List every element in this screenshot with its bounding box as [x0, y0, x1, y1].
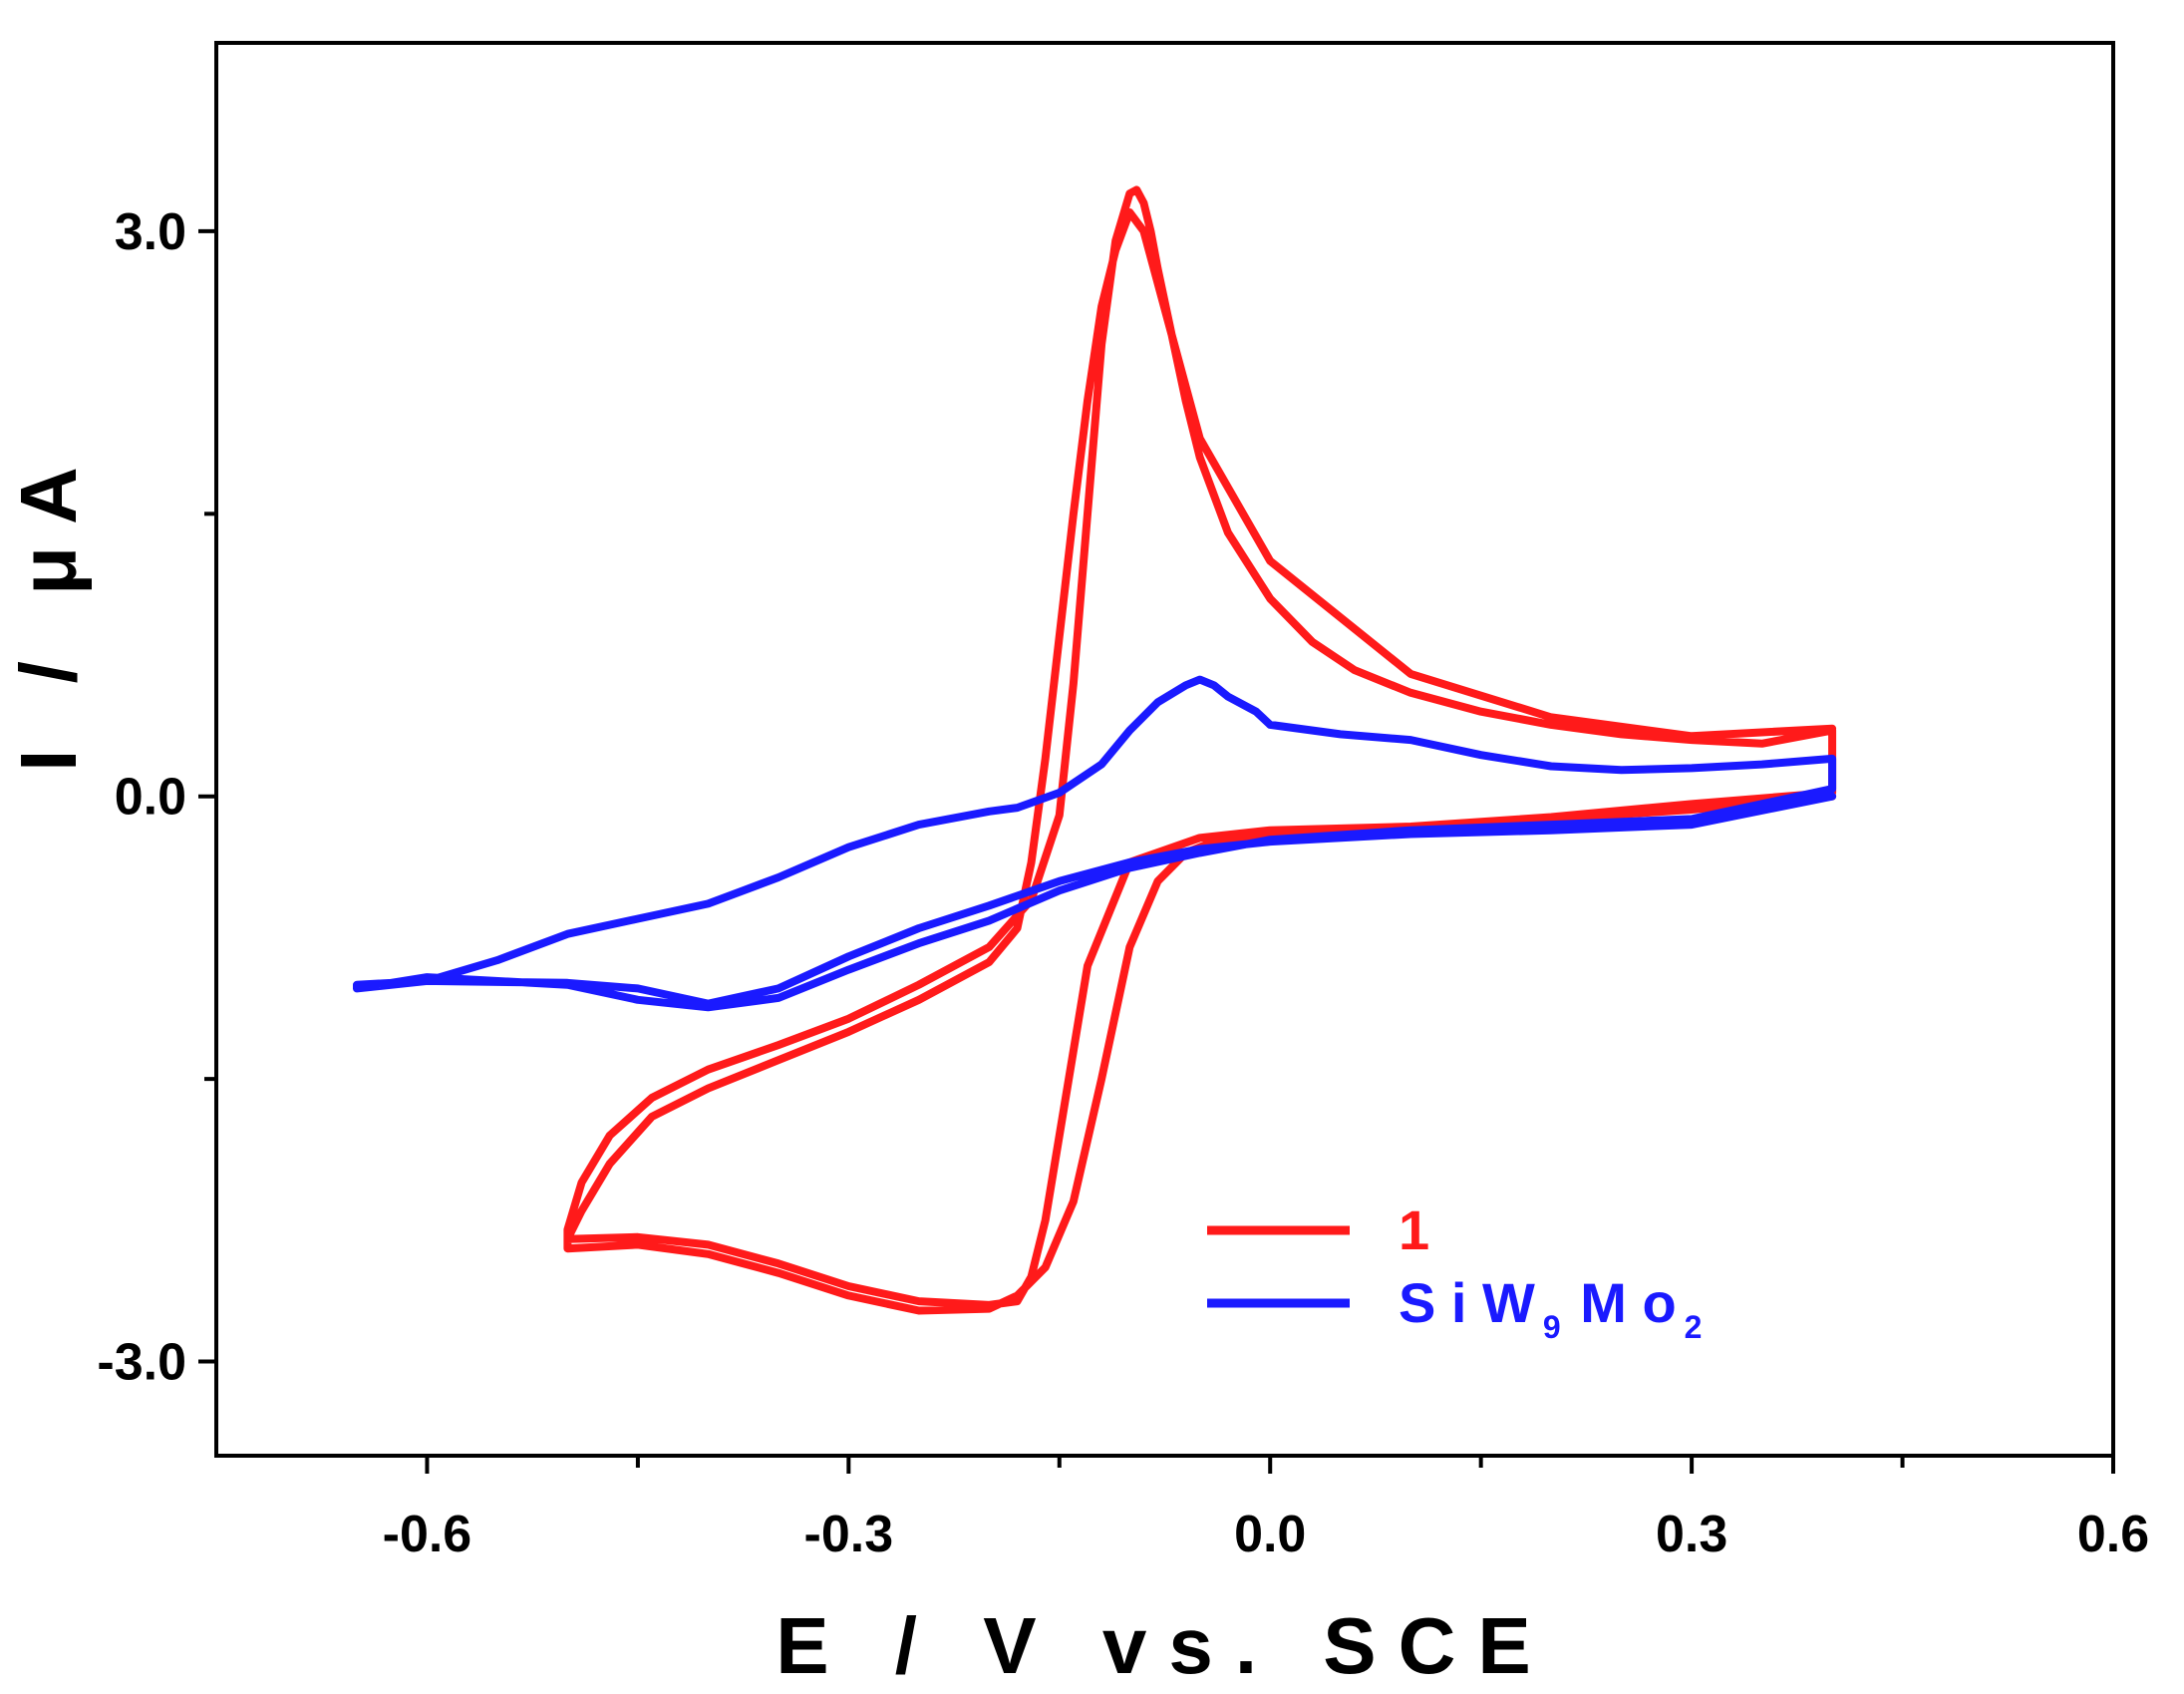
y-tick-label: -3.0 — [97, 1334, 186, 1392]
legend-label-part: S i W — [1399, 1271, 1535, 1334]
x-tick-label: 0.6 — [2077, 1506, 2149, 1563]
tick-layer — [198, 228, 2115, 1474]
legend-label-subscript: 9 — [1543, 1309, 1561, 1345]
series-line-1 — [563, 185, 1837, 1315]
series-line-siw9mo2 — [353, 675, 1837, 1012]
x-tick-label: -0.6 — [383, 1506, 472, 1563]
x-tick-label: 0.3 — [1656, 1506, 1727, 1563]
tick-label-layer: -0.6 -0.3 0.0 0.3 0.6 -3.0 0.0 3.0 — [97, 203, 2149, 1563]
y-tick-label: 0.0 — [115, 769, 186, 827]
legend-label-subscript: 2 — [1685, 1309, 1703, 1345]
x-tick-label: 0.0 — [1234, 1506, 1306, 1563]
plot-frame — [214, 41, 2115, 1458]
y-axis-title: I / μA — [4, 445, 93, 772]
y-tick-label: 3.0 — [115, 203, 186, 261]
legend-label-part: M o — [1565, 1271, 1677, 1334]
x-axis-title: E / V vs. SCE — [776, 1601, 1553, 1690]
series-layer — [353, 185, 1837, 1315]
x-tick-label: -0.3 — [804, 1506, 894, 1563]
legend-label-1: 1 — [1399, 1198, 1429, 1261]
